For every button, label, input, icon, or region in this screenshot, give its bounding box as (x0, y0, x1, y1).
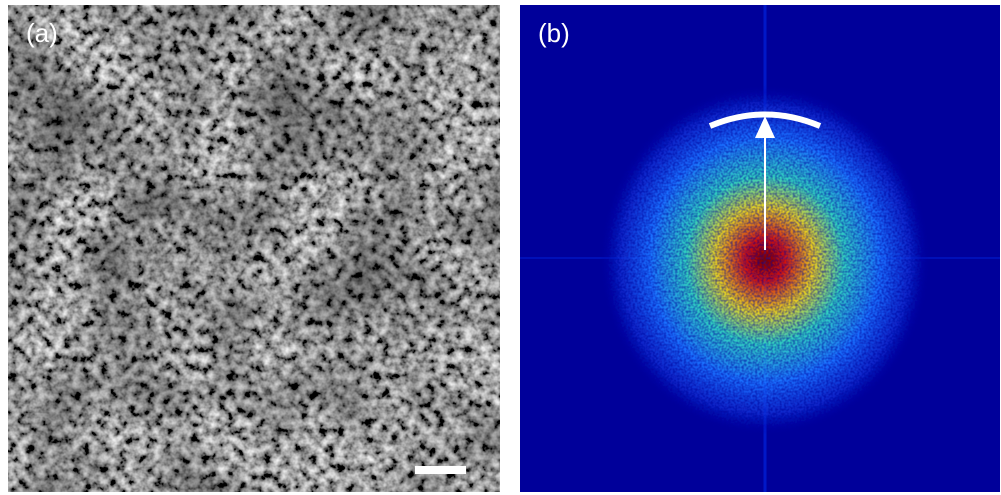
panel-b: (b) (520, 5, 1000, 492)
scale-bar (415, 466, 466, 474)
panel-a: (a) (8, 5, 500, 492)
panel-label: (a) (26, 18, 58, 48)
micrograph-shading (8, 5, 500, 492)
panel-label: (b) (538, 18, 570, 48)
arc-marker (708, 111, 822, 129)
spectrum (600, 85, 930, 435)
arrow-head (755, 116, 775, 138)
